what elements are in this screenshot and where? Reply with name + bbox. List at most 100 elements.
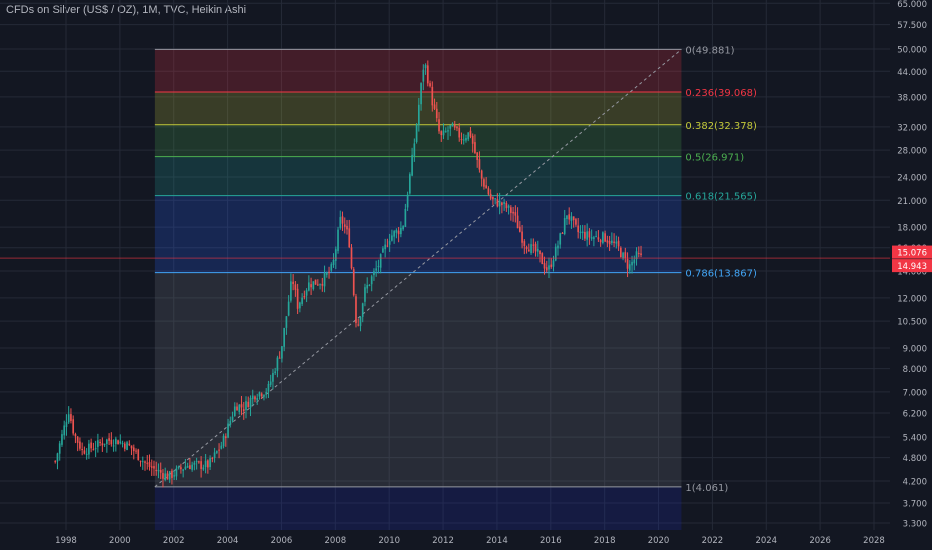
candle-body [90, 442, 92, 449]
price-tick-label: 4.800 [903, 454, 927, 464]
candle-body [330, 264, 333, 271]
candle-body [474, 142, 476, 154]
fib-level-label: 0.236(39.068) [685, 88, 757, 99]
candle-body [337, 229, 339, 251]
candle-body [402, 226, 404, 230]
candle-body [622, 252, 624, 259]
fib-zone [154, 486, 682, 530]
candle-body [128, 443, 131, 446]
candle-body [231, 416, 234, 421]
candle-body [586, 231, 589, 240]
candle-body [332, 259, 335, 265]
candle-body [368, 284, 371, 286]
fib-zone [154, 49, 682, 93]
candle-body [177, 466, 180, 469]
candle-body [631, 261, 633, 266]
candle-body [395, 230, 398, 233]
candle-body [303, 295, 306, 298]
price-tick-label: 9.000 [903, 345, 927, 355]
candle-body [496, 199, 499, 207]
candle-body [269, 381, 272, 385]
price-tick-label: 6.200 [903, 410, 927, 420]
candle-body [465, 138, 467, 141]
candle-body [352, 269, 355, 296]
candle-body [608, 241, 611, 245]
candle-body [254, 396, 256, 400]
candle-body [308, 282, 310, 291]
candle-body [229, 420, 232, 425]
price-tick-label: 50.000 [897, 46, 927, 56]
fib-trend-line[interactable] [154, 49, 682, 488]
candle-body [314, 279, 317, 285]
candle-body [224, 436, 227, 439]
candle-body [557, 245, 559, 249]
price-tick-label: 32.000 [897, 123, 927, 133]
candle-body [613, 241, 615, 243]
candle-body [420, 83, 422, 105]
candle-body [76, 436, 79, 443]
candle-body [543, 263, 546, 269]
candle-body [510, 207, 512, 213]
candle-body [278, 357, 281, 359]
candle-body [63, 425, 66, 436]
candle-body [409, 174, 411, 194]
candle-body [180, 467, 182, 470]
candle-body [478, 159, 481, 170]
candle-body [417, 104, 420, 125]
candle-body [413, 143, 416, 157]
candle-body [155, 470, 158, 472]
candle-body [312, 281, 315, 289]
price-badge[interactable] [892, 259, 932, 273]
price-tick-label: 3.700 [903, 500, 927, 510]
candle-body [359, 316, 362, 327]
candle-body [130, 445, 133, 449]
candle-body [633, 259, 636, 264]
price-badge[interactable] [892, 245, 932, 259]
candle-body [220, 445, 223, 449]
candle-body [550, 264, 553, 267]
candle-body [431, 86, 434, 106]
candle-body [498, 200, 501, 207]
candle-body [186, 466, 189, 468]
candle-body [518, 226, 521, 232]
candle-body [283, 328, 286, 347]
candle-body [346, 225, 348, 230]
price-tick-label: 28.000 [897, 147, 927, 157]
candlestick-series [54, 60, 642, 488]
candle-body [384, 244, 387, 250]
candle-body [588, 231, 591, 238]
candle-body [570, 216, 573, 221]
price-axis[interactable]: 3.300 3.700 4.200 4.800 5.400 6.200 7.000 8.000… [892, 0, 932, 530]
candle-body [595, 236, 597, 238]
candle-body [227, 423, 229, 438]
candle-body [334, 249, 337, 261]
candle-body [487, 188, 490, 195]
candle-body [375, 268, 378, 271]
candle-body [173, 475, 176, 477]
candle-body [209, 458, 211, 468]
time-tick-label: 2014 [486, 536, 508, 546]
candle-body [501, 202, 503, 206]
candle-body [83, 450, 86, 454]
candle-body [175, 468, 178, 477]
candle-body [260, 393, 263, 397]
candle-body [215, 451, 218, 453]
price-tick-label: 21.000 [897, 197, 927, 207]
candle-body [440, 131, 443, 136]
candle-body [530, 244, 532, 254]
candle-body [373, 271, 375, 276]
candle-body [386, 245, 389, 247]
candle-body [438, 119, 440, 132]
candle-body [453, 125, 456, 128]
time-tick-label: 2008 [325, 536, 347, 546]
candle-body [366, 285, 369, 289]
candle-body [489, 193, 492, 199]
candle-body [429, 83, 431, 87]
candle-body [276, 357, 279, 371]
candle-body [357, 324, 360, 326]
candle-body [435, 108, 438, 119]
candle-body [135, 450, 137, 452]
time-axis[interactable]: 1998 2000 2002 2004 2006 2008 2010 2012 2014 2016… [55, 536, 885, 546]
candle-body [581, 231, 584, 234]
